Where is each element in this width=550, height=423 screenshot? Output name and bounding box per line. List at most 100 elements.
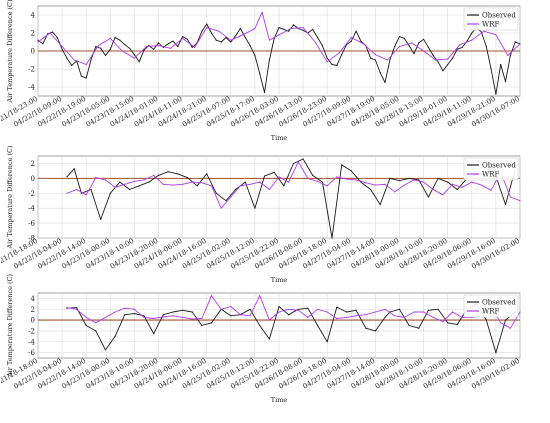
- data-point-wrf: [230, 305, 232, 308]
- data-point-observed: [124, 314, 126, 316]
- data-point-observed: [95, 45, 97, 48]
- data-point-wrf: [355, 315, 357, 317]
- data-point-wrf: [104, 316, 107, 318]
- data-point-wrf: [507, 54, 509, 57]
- data-point-observed: [153, 333, 155, 335]
- data-point-wrf: [288, 308, 290, 310]
- data-point-observed: [230, 41, 232, 43]
- data-point-wrf: [124, 307, 126, 309]
- data-point-observed: [341, 54, 343, 56]
- data-point-observed: [317, 36, 319, 39]
- data-point-wrf: [480, 184, 482, 186]
- y-tick-label: -4: [28, 84, 35, 92]
- data-point-observed: [447, 63, 449, 66]
- data-point-observed: [504, 81, 507, 83]
- y-tick-label: 2: [31, 30, 35, 38]
- data-point-observed: [389, 59, 391, 61]
- data-point-observed: [331, 63, 333, 66]
- data-point-wrf: [384, 308, 386, 310]
- data-point-observed: [114, 36, 116, 39]
- data-point-wrf: [191, 181, 193, 183]
- data-point-wrf: [85, 194, 87, 196]
- data-point-observed: [56, 36, 58, 39]
- data-point-observed: [109, 192, 111, 194]
- y-tick-label: 2: [31, 306, 35, 314]
- data-point-observed: [350, 40, 352, 42]
- data-point-wrf: [191, 318, 193, 320]
- legend-label: WRF: [482, 171, 499, 179]
- data-point-observed: [109, 48, 111, 50]
- y-tick-label: -2: [28, 66, 35, 74]
- data-point-observed: [447, 181, 449, 183]
- data-point-wrf: [153, 174, 155, 176]
- chart-panel-3: 04/21/18-18:0004/22/18-04:0004/22/18-14:…: [0, 273, 521, 404]
- data-point-observed: [249, 308, 251, 310]
- data-point-wrf: [509, 327, 511, 329]
- data-point-observed: [51, 31, 54, 33]
- data-point-observed: [215, 192, 217, 194]
- data-point-observed: [398, 308, 401, 310]
- data-point-observed: [384, 81, 386, 84]
- data-point-observed: [350, 170, 352, 172]
- y-tick-label: -4: [28, 338, 35, 346]
- data-point-observed: [442, 70, 444, 72]
- data-point-wrf: [461, 186, 463, 188]
- data-point-wrf: [268, 188, 270, 191]
- data-point-observed: [80, 192, 82, 194]
- data-point-wrf: [355, 179, 357, 181]
- data-point-wrf: [326, 311, 328, 313]
- data-point-observed: [471, 32, 473, 34]
- data-point-wrf: [261, 11, 263, 13]
- series-line-wrf: [66, 295, 521, 329]
- data-point-observed: [129, 188, 131, 191]
- series-line-wrf: [37, 11, 521, 65]
- chart-panel-2: 04/21/18-18:0004/22/18-04:0004/22/18-14:…: [0, 145, 521, 284]
- data-point-observed: [437, 308, 439, 310]
- data-point-observed: [182, 309, 184, 311]
- y-axis-label: Air Temperature Difference (C): [6, 145, 14, 250]
- data-point-wrf: [461, 316, 463, 318]
- legend-label: Observed: [482, 12, 516, 20]
- data-point-wrf: [61, 45, 63, 48]
- y-tick-label: 0: [31, 317, 35, 325]
- data-point-observed: [466, 40, 468, 42]
- data-point-observed: [374, 330, 376, 332]
- data-point-observed: [394, 45, 396, 48]
- data-point-observed: [235, 35, 237, 37]
- data-point-observed: [37, 39, 39, 41]
- data-point-observed: [259, 324, 261, 327]
- data-point-wrf: [249, 315, 251, 317]
- data-point-observed: [336, 306, 338, 308]
- data-point-observed: [273, 171, 275, 173]
- data-point-observed: [100, 47, 102, 49]
- data-point-observed: [254, 207, 256, 209]
- legend-label: Observed: [482, 162, 516, 170]
- data-point-observed: [90, 59, 92, 61]
- data-point-wrf: [432, 316, 434, 318]
- data-point-wrf: [435, 59, 437, 61]
- data-point-observed: [292, 162, 295, 165]
- data-point-observed: [317, 324, 319, 327]
- data-point-observed: [326, 57, 328, 59]
- data-point-wrf: [336, 317, 338, 320]
- data-point-wrf: [239, 314, 241, 316]
- data-point-wrf: [386, 59, 388, 61]
- data-point-observed: [504, 203, 507, 206]
- data-point-wrf: [394, 191, 396, 193]
- data-point-observed: [408, 324, 410, 327]
- y-tick-label: -4: [28, 205, 35, 213]
- data-point-observed: [206, 173, 208, 175]
- data-point-observed: [437, 177, 439, 179]
- data-point-observed: [167, 171, 169, 173]
- data-point-wrf: [490, 189, 492, 191]
- data-point-observed: [451, 57, 454, 59]
- data-point-observed: [196, 185, 198, 187]
- legend-label: Observed: [482, 299, 516, 307]
- data-point-observed: [177, 45, 179, 48]
- data-point-wrf: [210, 185, 213, 187]
- data-point-wrf: [345, 316, 348, 318]
- y-tick-label: 0: [31, 175, 35, 183]
- data-point-wrf: [124, 183, 126, 185]
